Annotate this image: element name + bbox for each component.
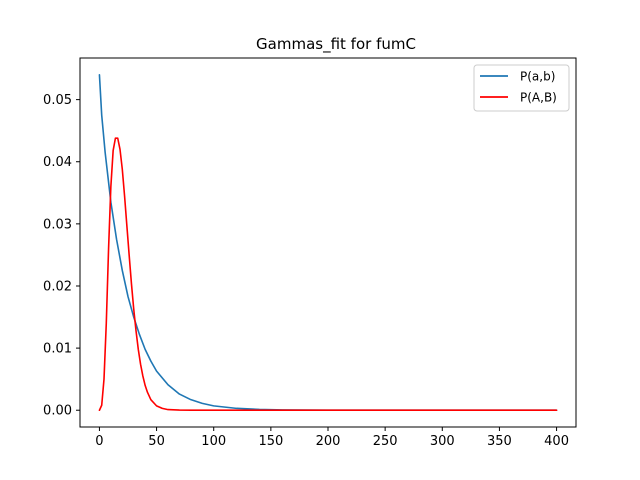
x-tick-label: 150	[258, 434, 283, 449]
y-tick-label: 0.04	[43, 155, 72, 170]
x-tick-label: 400	[544, 434, 569, 449]
x-tick-label: 100	[201, 434, 226, 449]
y-tick-label: 0.00	[43, 404, 72, 419]
x-tick-label: 200	[316, 434, 341, 449]
y-tick-label: 0.05	[43, 93, 72, 108]
series-line-2	[98, 137, 558, 412]
x-tick-label: 350	[487, 434, 512, 449]
chart-title: Gammas_fit for fumC	[256, 35, 416, 54]
legend-label-2: P(A,B)	[520, 91, 557, 105]
series-layer	[98, 73, 558, 412]
legend-label-1: P(a,b)	[520, 70, 555, 84]
axes-frame	[79, 57, 577, 428]
x-tick-label: 50	[148, 434, 165, 449]
series-line-1	[98, 73, 558, 412]
x-axis-ticks: 0 50 100 150 200 250 300 350 400	[95, 427, 569, 449]
legend: P(a,b) P(A,B)	[473, 64, 570, 112]
y-tick-label: 0.01	[43, 342, 72, 357]
y-tick-label: 0.02	[43, 279, 72, 294]
y-axis-ticks: 0.00 0.01 0.02 0.03 0.04 0.05	[43, 93, 80, 419]
x-tick-label: 300	[430, 434, 455, 449]
x-tick-label: 0	[95, 434, 103, 449]
y-tick-label: 0.03	[43, 217, 72, 232]
x-tick-label: 250	[373, 434, 398, 449]
